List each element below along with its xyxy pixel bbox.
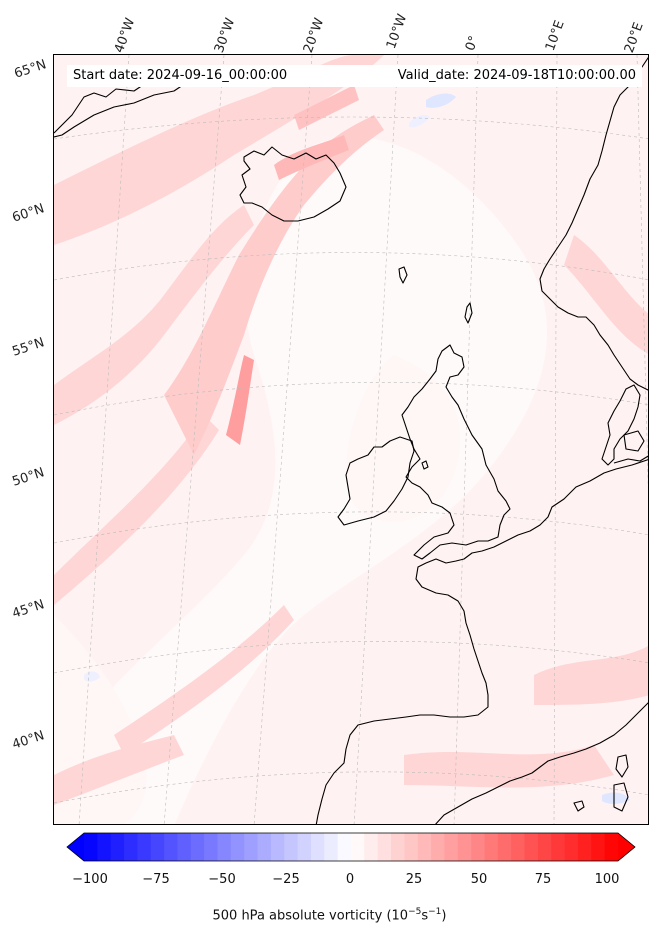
lon-label-20w: 20°W bbox=[300, 16, 328, 55]
colorbar-segment bbox=[537, 833, 552, 861]
colorbar-segment bbox=[484, 833, 499, 861]
colorbar-segment bbox=[150, 833, 165, 861]
colorbar-segment bbox=[604, 833, 619, 861]
colorbar-segment bbox=[84, 833, 98, 861]
colorbar-segment bbox=[524, 833, 539, 861]
coastline-shetland bbox=[464, 302, 473, 324]
colorbar-segment bbox=[110, 833, 125, 861]
lon-label-0: 0° bbox=[462, 33, 483, 53]
colorbar-tick-25: 25 bbox=[405, 872, 423, 887]
colorbar-segment bbox=[257, 833, 272, 861]
coastline-scandinavia bbox=[539, 57, 648, 391]
colorbar-segment bbox=[551, 833, 566, 861]
colorbar-tick-neg25: −25 bbox=[272, 872, 300, 887]
colorbar-segment bbox=[404, 833, 419, 861]
vorticity-field-streaks bbox=[54, 55, 648, 805]
colorbar-segment bbox=[511, 833, 526, 861]
lat-label-60n: 60°N bbox=[10, 201, 47, 226]
colorbar-segment bbox=[284, 833, 299, 861]
vorticity-map bbox=[54, 55, 648, 824]
lon-label-10e: 10°E bbox=[542, 18, 568, 53]
colorbar-outline bbox=[66, 832, 636, 862]
lat-label-65n: 65°N bbox=[12, 57, 49, 82]
lat-label-50n: 50°N bbox=[10, 465, 47, 490]
lat-label-45n: 45°N bbox=[10, 597, 47, 622]
colorbar-segment bbox=[351, 833, 365, 861]
graticule-lines bbox=[54, 55, 648, 824]
start-date-label: Start date: 2024-09-16_00:00:00 bbox=[67, 65, 379, 87]
colorbar-segment bbox=[577, 833, 592, 861]
colorbar-tick-50: 50 bbox=[470, 872, 488, 887]
colorbar-label: 500 hPa absolute vorticity (10−5s−1) bbox=[212, 907, 447, 924]
colorbar-segment bbox=[457, 833, 472, 861]
coastline-iceland bbox=[239, 146, 347, 222]
coastline-isle-of-man bbox=[421, 460, 429, 470]
valid-date-label: Valid_date: 2024-09-18T10:00:00.00 bbox=[368, 65, 642, 87]
coastline-balearics bbox=[573, 800, 585, 812]
coastline-mediterranean bbox=[435, 702, 648, 824]
colorbar-tick-100: 100 bbox=[594, 872, 620, 887]
coastlines bbox=[54, 57, 648, 824]
colorbar-segment bbox=[391, 833, 405, 861]
colorbar-segment bbox=[137, 833, 152, 861]
colorbar-segment bbox=[337, 833, 352, 861]
colorbar-max-extend bbox=[618, 833, 635, 861]
colorbar-segment bbox=[364, 833, 379, 861]
colorbar-segment bbox=[177, 833, 192, 861]
colorbar-segment bbox=[471, 833, 485, 861]
colorbar-segment bbox=[591, 833, 606, 861]
coastline-ireland bbox=[337, 436, 415, 526]
lon-label-30w: 30°W bbox=[211, 16, 239, 55]
colorbar-tick-75: 75 bbox=[534, 872, 552, 887]
colorbar-segment bbox=[244, 833, 259, 861]
colorbar-segment bbox=[324, 833, 339, 861]
colorbar-segment bbox=[230, 833, 245, 861]
colorbar-segment bbox=[564, 833, 579, 861]
colorbar bbox=[66, 832, 636, 862]
colorbar-min-extend bbox=[67, 833, 84, 861]
colorbar-segment bbox=[97, 833, 112, 861]
colorbar-segment bbox=[270, 833, 285, 861]
colorbar-segment bbox=[190, 833, 205, 861]
coastline-faroe bbox=[398, 266, 408, 284]
lon-label-20e: 20°E bbox=[621, 20, 647, 55]
colorbar-tick-neg75: −75 bbox=[142, 872, 170, 887]
colorbar-tick-neg100: −100 bbox=[72, 872, 108, 887]
coastline-baltic bbox=[613, 455, 648, 464]
coastline-sardinia bbox=[613, 782, 629, 812]
coastline-great-britain bbox=[401, 344, 511, 560]
colorbar-segment bbox=[297, 833, 312, 861]
lon-label-40w: 40°W bbox=[111, 16, 139, 55]
colorbar-segment bbox=[204, 833, 218, 861]
colorbar-segment bbox=[497, 833, 512, 861]
colorbar-tick-0: 0 bbox=[345, 872, 355, 887]
colorbar-segment bbox=[217, 833, 232, 861]
colorbar-segment bbox=[417, 833, 432, 861]
colorbar-segment bbox=[431, 833, 445, 861]
vorticity-band bbox=[164, 85, 384, 455]
colorbar-segment bbox=[124, 833, 138, 861]
colorbar-segment bbox=[377, 833, 392, 861]
lat-label-55n: 55°N bbox=[10, 335, 47, 360]
map-frame[interactable]: Start date: 2024-09-16_00:00:00 Valid_da… bbox=[53, 54, 649, 825]
coastline-continent bbox=[315, 459, 648, 824]
coastline-zealand bbox=[623, 430, 645, 452]
lon-label-10w: 10°W bbox=[383, 12, 411, 51]
colorbar-segment bbox=[310, 833, 325, 861]
colorbar-segment bbox=[164, 833, 178, 861]
colorbar-tick-neg50: −50 bbox=[208, 872, 236, 887]
coastline-corsica bbox=[615, 754, 629, 778]
lat-label-40n: 40°N bbox=[10, 728, 47, 753]
colorbar-segments bbox=[67, 833, 635, 861]
coastline-denmark bbox=[601, 384, 641, 466]
colorbar-segment bbox=[444, 833, 459, 861]
negative-vorticity-spots bbox=[84, 93, 630, 804]
